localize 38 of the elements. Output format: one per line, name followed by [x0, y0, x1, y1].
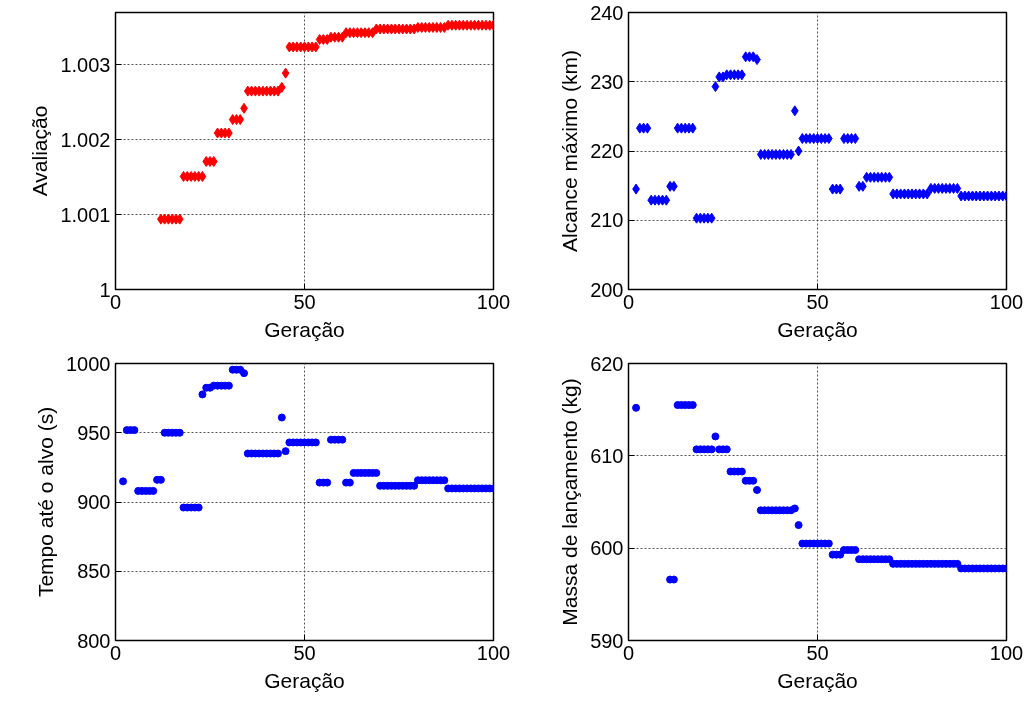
y-tick-label: 600	[590, 537, 624, 560]
x-tick-label: 100	[476, 290, 511, 313]
y-tick-label: 900	[77, 491, 111, 513]
x-axis-title: Geração	[264, 668, 345, 692]
y-tick-label: 210	[590, 209, 624, 232]
y-axis-title: Tempo até o alvo (s)	[34, 406, 58, 598]
x-tick-label: 50	[293, 641, 316, 664]
x-tick-label: 50	[293, 290, 316, 313]
y-tick-label: 200	[590, 278, 624, 301]
x-axis-title: Geração	[777, 668, 858, 692]
x-tick-label: 100	[476, 641, 511, 664]
y-tick-label: 950	[77, 421, 111, 444]
y-tick-label: 1.002	[60, 128, 111, 151]
x-tick-label: 50	[806, 290, 829, 313]
y-tick-label: 220	[590, 140, 624, 162]
x-tick-label: 50	[806, 641, 829, 664]
x-tick-label: 0	[622, 290, 635, 313]
x-tick-label: 0	[622, 641, 635, 664]
y-tick-label: 230	[590, 70, 624, 93]
y-axis-title: Alcance máximo (km)	[558, 50, 582, 252]
y-axis-title: Avaliação	[28, 105, 52, 197]
x-tick-label: 100	[989, 641, 1024, 664]
y-tick-label: 1.003	[60, 53, 111, 76]
x-tick-label: 100	[989, 290, 1024, 313]
y-tick-label: 240	[590, 1, 624, 24]
y-tick-label: 590	[590, 629, 624, 652]
y-tick-label: 1	[99, 278, 111, 301]
y-tick-label: 1000	[66, 352, 111, 375]
y-axis-title: Massa de lançamento (kg)	[558, 378, 582, 626]
x-tick-label: 0	[109, 641, 122, 664]
y-tick-label: 800	[77, 629, 111, 652]
x-axis-title: Geração	[264, 317, 345, 341]
y-tick-label: 610	[590, 444, 624, 467]
x-tick-label: 0	[109, 290, 122, 313]
y-tick-label: 1.001	[60, 203, 111, 226]
y-tick-label: 850	[77, 560, 111, 583]
x-axis-title: Geração	[777, 317, 858, 341]
y-tick-label: 620	[590, 352, 624, 375]
